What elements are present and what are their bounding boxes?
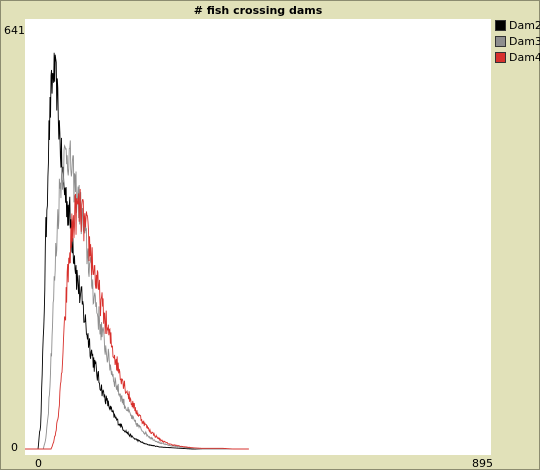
series-line-dam4 — [25, 188, 249, 450]
chart-title: # fish crossing dams — [193, 4, 323, 17]
legend-label: Dam2 — [509, 18, 540, 32]
y-tick-min: 0 — [11, 441, 18, 454]
x-tick-max: 895 — [472, 457, 493, 470]
series-line-dam3 — [25, 140, 244, 450]
legend-swatch — [495, 19, 506, 31]
series-layer — [25, 52, 249, 450]
legend-swatch — [495, 35, 506, 47]
plot-area — [25, 19, 491, 455]
legend-item-dam2: Dam2 — [495, 17, 540, 33]
y-tick-max: 641 — [4, 24, 25, 37]
legend-item-dam3: Dam3 — [495, 33, 540, 49]
legend-label: Dam3 — [509, 34, 540, 48]
plot-background — [25, 19, 491, 455]
legend-label: Dam4 — [509, 50, 540, 64]
legend-swatch — [495, 51, 506, 63]
legend: Dam2 Dam3 Dam4 — [495, 17, 540, 65]
x-tick-min: 0 — [35, 457, 42, 470]
legend-item-dam4: Dam4 — [495, 49, 540, 65]
